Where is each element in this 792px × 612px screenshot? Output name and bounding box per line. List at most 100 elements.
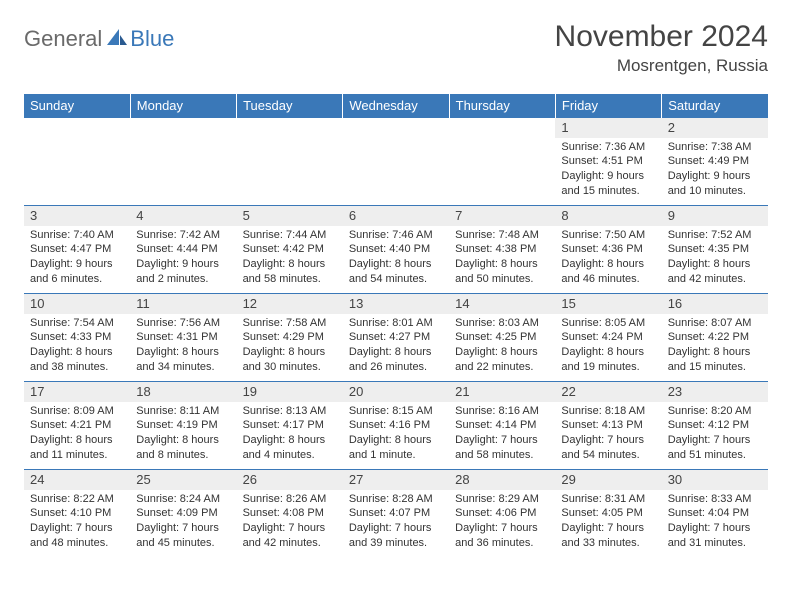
calendar-cell: 9 Sunrise: 7:52 AMSunset: 4:35 PMDaylight… [662, 206, 768, 294]
calendar-cell: 11Sunrise: 7:56 AMSunset: 4:31 PMDayligh… [130, 294, 236, 382]
sunrise-text: Sunrise: 8:26 AM [243, 492, 339, 507]
day-details: Sunrise: 7:48 AMSunset: 4:38 PMDaylight:… [449, 226, 555, 289]
daylight-text: Daylight: 7 hours and 54 minutes. [561, 433, 657, 463]
calendar-cell: 17Sunrise: 8:09 AMSunset: 4:21 PMDayligh… [24, 382, 130, 470]
calendar-week-row: 10Sunrise: 7:54 AMSunset: 4:33 PMDayligh… [24, 294, 768, 382]
day-details: Sunrise: 7:58 AMSunset: 4:29 PMDaylight:… [237, 314, 343, 377]
day-details: Sunrise: 7:46 AMSunset: 4:40 PMDaylight:… [343, 226, 449, 289]
calendar-week-row: 24Sunrise: 8:22 AMSunset: 4:10 PMDayligh… [24, 470, 768, 558]
day-details: Sunrise: 7:38 AMSunset: 4:49 PMDaylight:… [662, 138, 768, 201]
dow-monday: Monday [130, 94, 236, 118]
daylight-text: Daylight: 8 hours and 22 minutes. [455, 345, 551, 375]
header: General Blue November 2024 Mosrentgen, R… [24, 20, 768, 76]
daylight-text: Daylight: 7 hours and 51 minutes. [668, 433, 764, 463]
day-number: 4 [130, 206, 236, 226]
sunrise-text: Sunrise: 7:36 AM [561, 140, 657, 155]
day-details: Sunrise: 8:07 AMSunset: 4:22 PMDaylight:… [662, 314, 768, 377]
sunrise-text: Sunrise: 8:22 AM [30, 492, 126, 507]
sunrise-text: Sunrise: 7:52 AM [668, 228, 764, 243]
daylight-text: Daylight: 9 hours and 10 minutes. [668, 169, 764, 199]
calendar-cell: 15Sunrise: 8:05 AMSunset: 4:24 PMDayligh… [555, 294, 661, 382]
day-number: 14 [449, 294, 555, 314]
sunrise-text: Sunrise: 8:15 AM [349, 404, 445, 419]
day-number: 12 [237, 294, 343, 314]
day-number: 21 [449, 382, 555, 402]
sunrise-text: Sunrise: 7:42 AM [136, 228, 232, 243]
day-details: Sunrise: 8:01 AMSunset: 4:27 PMDaylight:… [343, 314, 449, 377]
calendar-cell: 21Sunrise: 8:16 AMSunset: 4:14 PMDayligh… [449, 382, 555, 470]
sunrise-text: Sunrise: 8:11 AM [136, 404, 232, 419]
sunrise-text: Sunrise: 8:13 AM [243, 404, 339, 419]
sunrise-text: Sunrise: 8:18 AM [561, 404, 657, 419]
day-number: 9 [662, 206, 768, 226]
day-number: 30 [662, 470, 768, 490]
sunrise-text: Sunrise: 8:29 AM [455, 492, 551, 507]
daylight-text: Daylight: 8 hours and 34 minutes. [136, 345, 232, 375]
day-number: 24 [24, 470, 130, 490]
calendar-cell: 1Sunrise: 7:36 AMSunset: 4:51 PMDaylight… [555, 118, 661, 206]
day-of-week-row: Sunday Monday Tuesday Wednesday Thursday… [24, 94, 768, 118]
daylight-text: Daylight: 8 hours and 1 minute. [349, 433, 445, 463]
day-number: 11 [130, 294, 236, 314]
dow-tuesday: Tuesday [237, 94, 343, 118]
sunset-text: Sunset: 4:47 PM [30, 242, 126, 257]
day-number: 17 [24, 382, 130, 402]
brand-general: General [24, 26, 102, 52]
day-details [343, 138, 449, 142]
calendar-week-row: 3Sunrise: 7:40 AMSunset: 4:47 PMDaylight… [24, 206, 768, 294]
calendar-cell: 6Sunrise: 7:46 AMSunset: 4:40 PMDaylight… [343, 206, 449, 294]
daylight-text: Daylight: 9 hours and 6 minutes. [30, 257, 126, 287]
sunset-text: Sunset: 4:22 PM [668, 330, 764, 345]
day-number: 22 [555, 382, 661, 402]
calendar-cell: 25Sunrise: 8:24 AMSunset: 4:09 PMDayligh… [130, 470, 236, 558]
day-number: 16 [662, 294, 768, 314]
day-number: 25 [130, 470, 236, 490]
day-number: 10 [24, 294, 130, 314]
sunset-text: Sunset: 4:29 PM [243, 330, 339, 345]
dow-thursday: Thursday [449, 94, 555, 118]
sunset-text: Sunset: 4:14 PM [455, 418, 551, 433]
day-details [449, 138, 555, 142]
daylight-text: Daylight: 7 hours and 31 minutes. [668, 521, 764, 551]
day-number: 5 [237, 206, 343, 226]
day-details: Sunrise: 7:42 AMSunset: 4:44 PMDaylight:… [130, 226, 236, 289]
daylight-text: Daylight: 9 hours and 15 minutes. [561, 169, 657, 199]
dow-friday: Friday [555, 94, 661, 118]
sunset-text: Sunset: 4:07 PM [349, 506, 445, 521]
day-number: 8 [555, 206, 661, 226]
sunset-text: Sunset: 4:35 PM [668, 242, 764, 257]
sunset-text: Sunset: 4:19 PM [136, 418, 232, 433]
dow-sunday: Sunday [24, 94, 130, 118]
daylight-text: Daylight: 8 hours and 30 minutes. [243, 345, 339, 375]
daylight-text: Daylight: 7 hours and 39 minutes. [349, 521, 445, 551]
sunset-text: Sunset: 4:12 PM [668, 418, 764, 433]
title-block: November 2024 Mosrentgen, Russia [555, 20, 768, 76]
sunrise-text: Sunrise: 7:38 AM [668, 140, 764, 155]
daylight-text: Daylight: 8 hours and 42 minutes. [668, 257, 764, 287]
day-details: Sunrise: 8:16 AMSunset: 4:14 PMDaylight:… [449, 402, 555, 465]
day-details: Sunrise: 8:26 AMSunset: 4:08 PMDaylight:… [237, 490, 343, 553]
sunset-text: Sunset: 4:40 PM [349, 242, 445, 257]
calendar-cell [130, 118, 236, 206]
day-number: 20 [343, 382, 449, 402]
sunset-text: Sunset: 4:44 PM [136, 242, 232, 257]
sunset-text: Sunset: 4:25 PM [455, 330, 551, 345]
sunrise-text: Sunrise: 8:31 AM [561, 492, 657, 507]
location: Mosrentgen, Russia [555, 56, 768, 76]
sunrise-text: Sunrise: 7:44 AM [243, 228, 339, 243]
calendar-cell: 24Sunrise: 8:22 AMSunset: 4:10 PMDayligh… [24, 470, 130, 558]
sunset-text: Sunset: 4:08 PM [243, 506, 339, 521]
calendar-cell: 10Sunrise: 7:54 AMSunset: 4:33 PMDayligh… [24, 294, 130, 382]
day-details: Sunrise: 7:40 AMSunset: 4:47 PMDaylight:… [24, 226, 130, 289]
sunrise-text: Sunrise: 7:50 AM [561, 228, 657, 243]
calendar-cell: 23Sunrise: 8:20 AMSunset: 4:12 PMDayligh… [662, 382, 768, 470]
sunset-text: Sunset: 4:24 PM [561, 330, 657, 345]
sunset-text: Sunset: 4:21 PM [30, 418, 126, 433]
day-details: Sunrise: 7:50 AMSunset: 4:36 PMDaylight:… [555, 226, 661, 289]
calendar-cell: 5Sunrise: 7:44 AMSunset: 4:42 PMDaylight… [237, 206, 343, 294]
day-number: 2 [662, 118, 768, 138]
day-details: Sunrise: 8:05 AMSunset: 4:24 PMDaylight:… [555, 314, 661, 377]
brand-blue: Blue [130, 26, 174, 52]
calendar-cell: 30Sunrise: 8:33 AMSunset: 4:04 PMDayligh… [662, 470, 768, 558]
day-details: Sunrise: 8:31 AMSunset: 4:05 PMDaylight:… [555, 490, 661, 553]
